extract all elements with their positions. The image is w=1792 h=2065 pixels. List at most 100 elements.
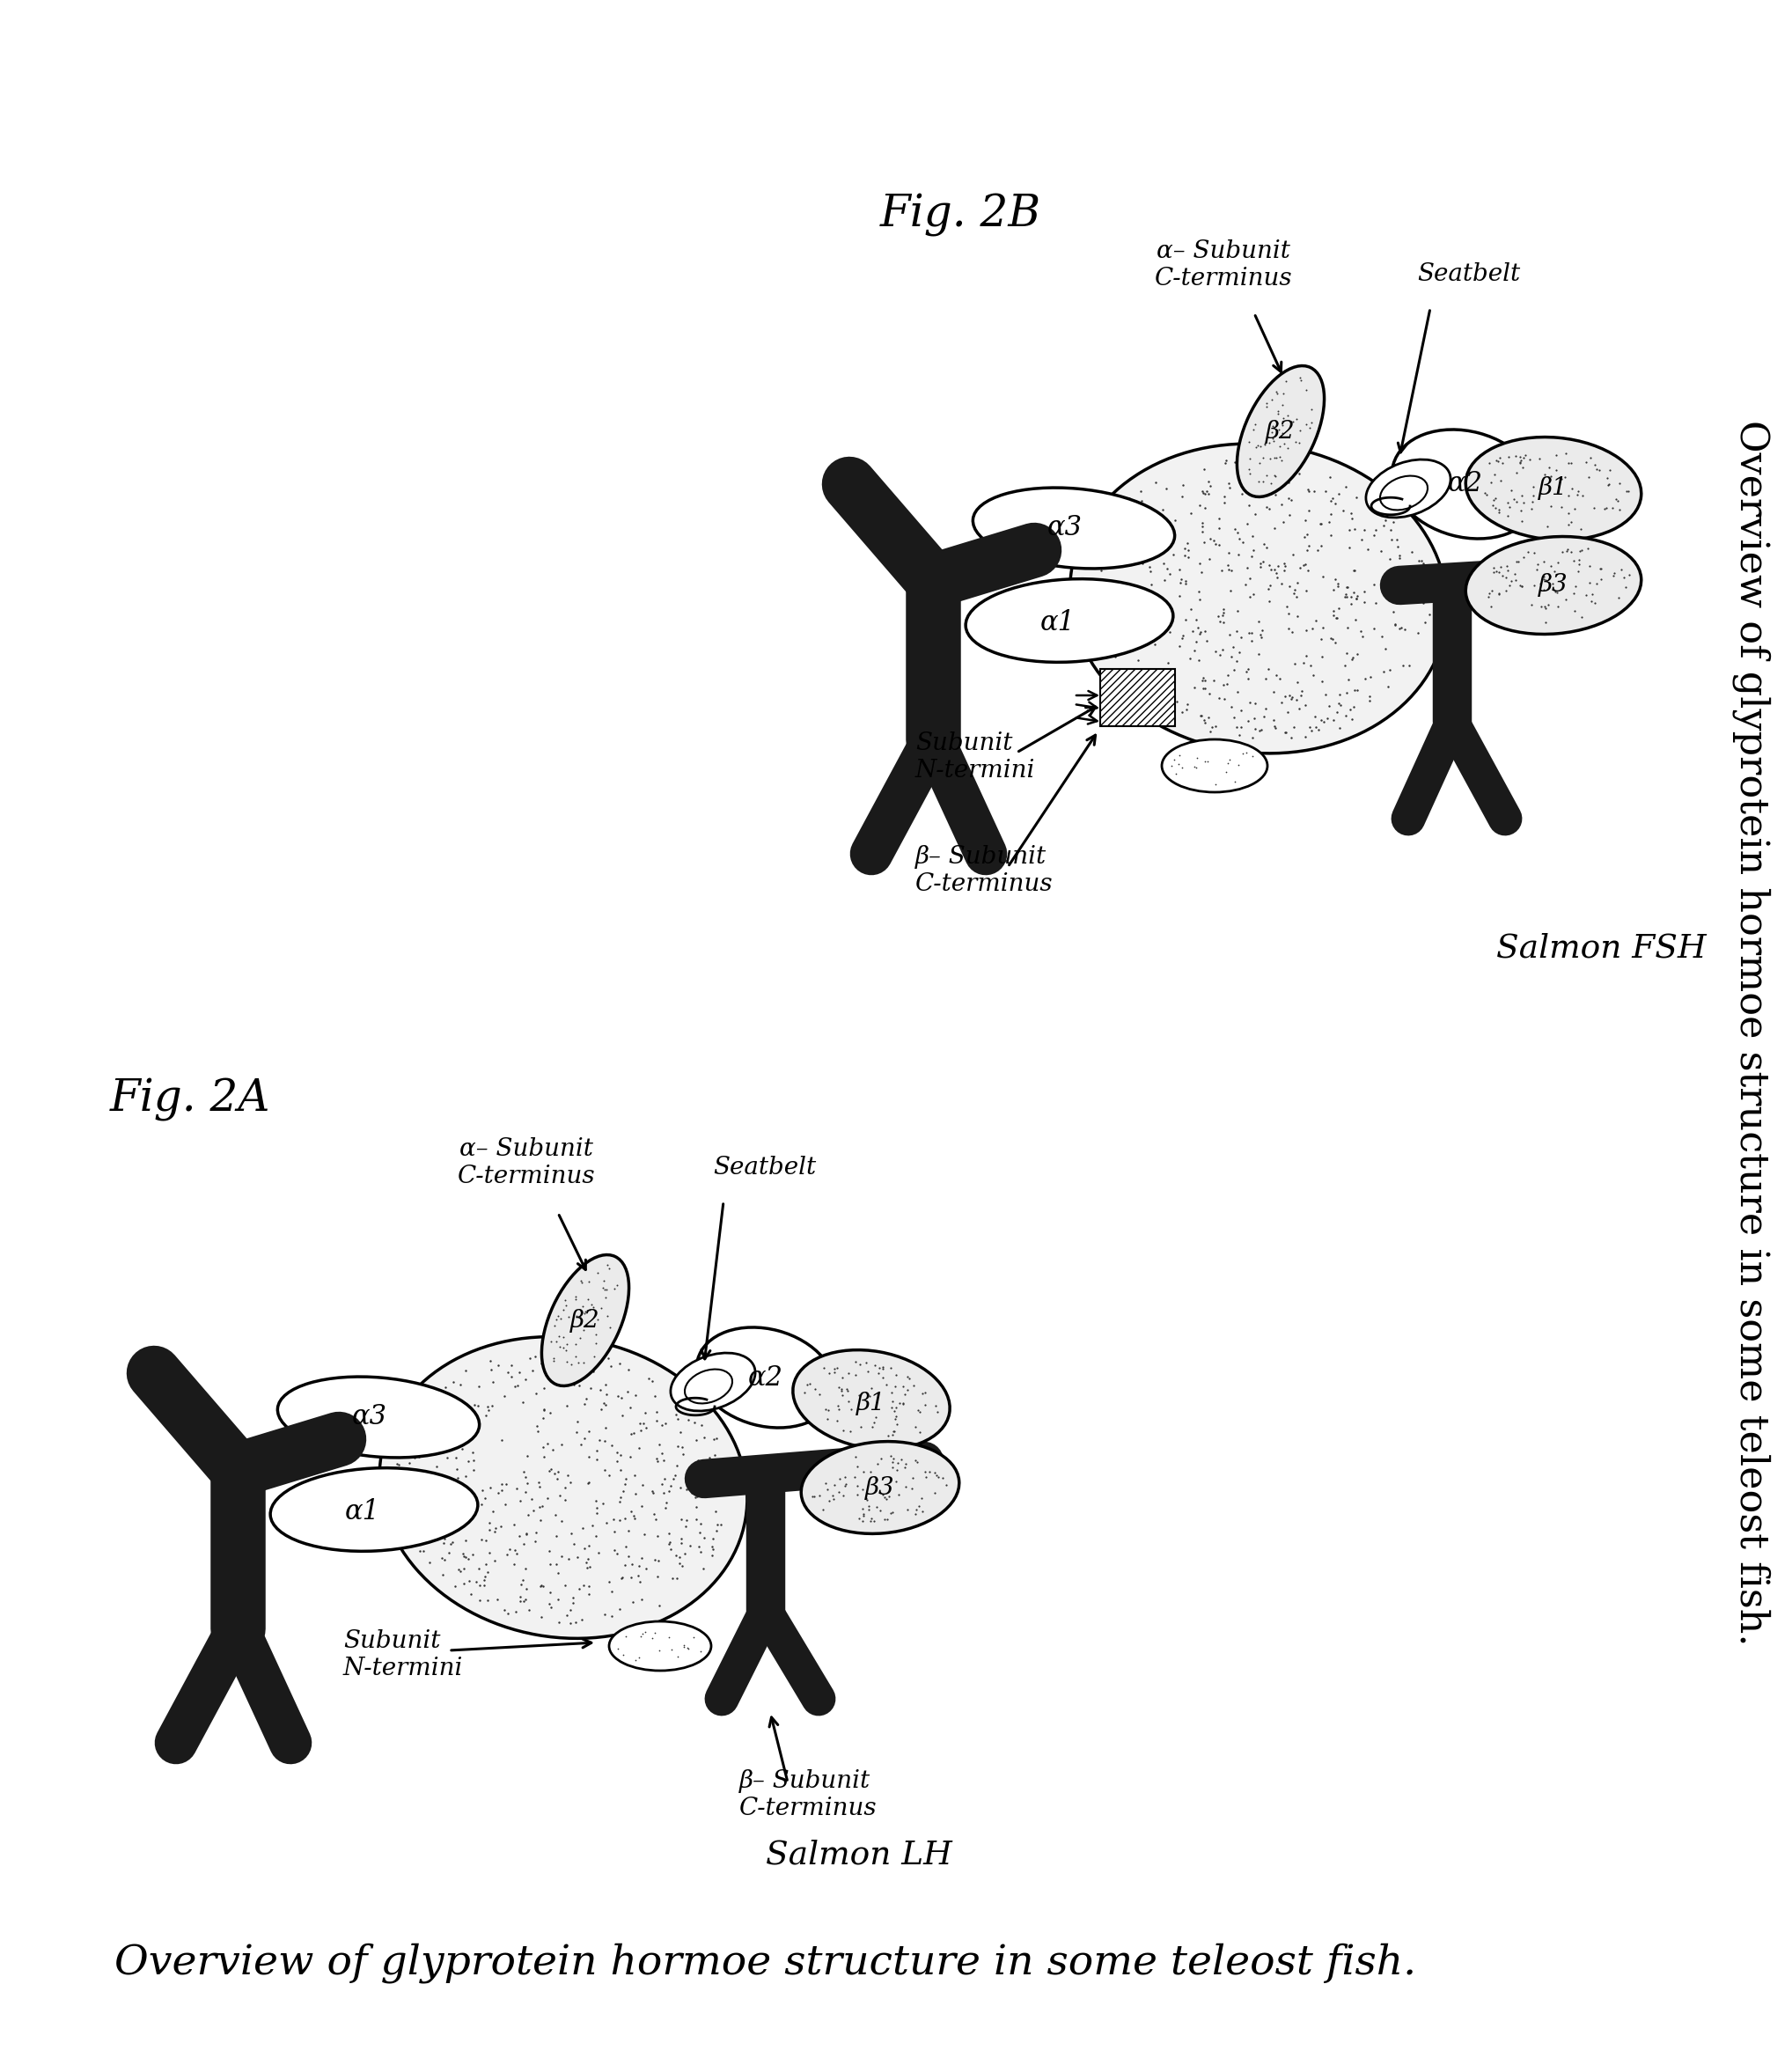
Point (1306, 704, 1335, 737)
Point (690, 1456, 719, 1489)
Point (840, 1460, 869, 1493)
Point (667, 1415, 695, 1448)
Point (543, 1355, 572, 1388)
Point (1254, 549, 1283, 582)
Point (1482, 553, 1511, 586)
Point (824, 1476, 853, 1510)
Point (547, 1538, 575, 1571)
Point (470, 1569, 498, 1602)
Point (1473, 479, 1502, 512)
Point (1509, 485, 1538, 518)
Point (405, 1408, 434, 1441)
Point (1224, 719, 1253, 752)
Point (1233, 508, 1262, 541)
Point (1170, 564, 1199, 597)
Point (428, 1396, 457, 1429)
Point (1238, 626, 1267, 659)
Point (606, 1454, 634, 1487)
Point (640, 1497, 668, 1530)
Point (1235, 580, 1263, 613)
Point (831, 1468, 860, 1501)
Point (1534, 589, 1563, 622)
Point (819, 1355, 848, 1388)
Point (1154, 522, 1183, 555)
Point (1278, 483, 1306, 516)
Point (1170, 533, 1199, 566)
Point (1290, 520, 1319, 553)
Point (1324, 686, 1353, 719)
Text: Fig. 2B: Fig. 2B (880, 194, 1041, 237)
Point (631, 1553, 659, 1586)
Point (695, 1468, 724, 1501)
Point (1195, 543, 1224, 576)
Point (525, 1466, 554, 1499)
Point (595, 1460, 624, 1493)
Point (563, 1299, 591, 1332)
Point (688, 1408, 717, 1441)
Point (1285, 413, 1314, 446)
Point (1536, 549, 1564, 582)
Point (674, 1402, 702, 1435)
Point (631, 1410, 659, 1443)
Point (1550, 460, 1579, 494)
Point (1407, 545, 1435, 578)
Point (1271, 549, 1299, 582)
Point (1190, 663, 1219, 696)
Point (616, 1561, 645, 1594)
Point (1292, 613, 1321, 646)
Point (1607, 553, 1636, 586)
Point (1075, 586, 1104, 620)
Point (823, 1351, 851, 1384)
Point (1140, 620, 1168, 653)
Point (602, 1268, 631, 1301)
Point (1278, 615, 1306, 648)
Point (536, 1396, 564, 1429)
Point (566, 1429, 595, 1462)
Point (1530, 591, 1559, 624)
Point (1168, 620, 1197, 653)
Point (1290, 504, 1319, 537)
Point (530, 1439, 559, 1472)
Point (1557, 473, 1586, 506)
Point (1486, 494, 1514, 527)
Point (1195, 714, 1224, 748)
Point (1360, 611, 1389, 644)
Point (1279, 710, 1308, 743)
Point (1564, 543, 1593, 576)
Point (616, 1495, 645, 1528)
Point (1229, 527, 1258, 560)
Point (1158, 655, 1186, 688)
Point (1337, 702, 1366, 735)
Ellipse shape (801, 1441, 959, 1534)
Point (505, 1584, 534, 1617)
Point (1111, 595, 1140, 628)
Point (1251, 427, 1279, 460)
Point (1575, 566, 1604, 599)
Point (1260, 710, 1288, 743)
Point (891, 1450, 919, 1483)
Point (790, 1375, 819, 1408)
Point (1201, 710, 1229, 743)
Point (1210, 684, 1238, 717)
Point (1326, 712, 1355, 745)
Point (405, 1439, 434, 1472)
Point (426, 1540, 455, 1574)
Point (921, 1390, 950, 1423)
Point (1188, 506, 1217, 539)
Point (1324, 477, 1353, 510)
Point (1102, 498, 1131, 531)
Point (880, 1394, 909, 1427)
Point (1382, 522, 1410, 555)
Point (1525, 442, 1554, 475)
Point (1177, 615, 1206, 648)
Point (894, 1361, 923, 1394)
Point (1480, 491, 1509, 525)
Point (846, 1501, 874, 1534)
Point (1315, 498, 1344, 531)
Point (582, 1256, 611, 1289)
Point (672, 1503, 701, 1536)
Point (1292, 638, 1321, 671)
Point (1290, 721, 1319, 754)
Point (928, 1462, 957, 1495)
Text: β– Subunit
C-terminus: β– Subunit C-terminus (740, 1770, 878, 1821)
